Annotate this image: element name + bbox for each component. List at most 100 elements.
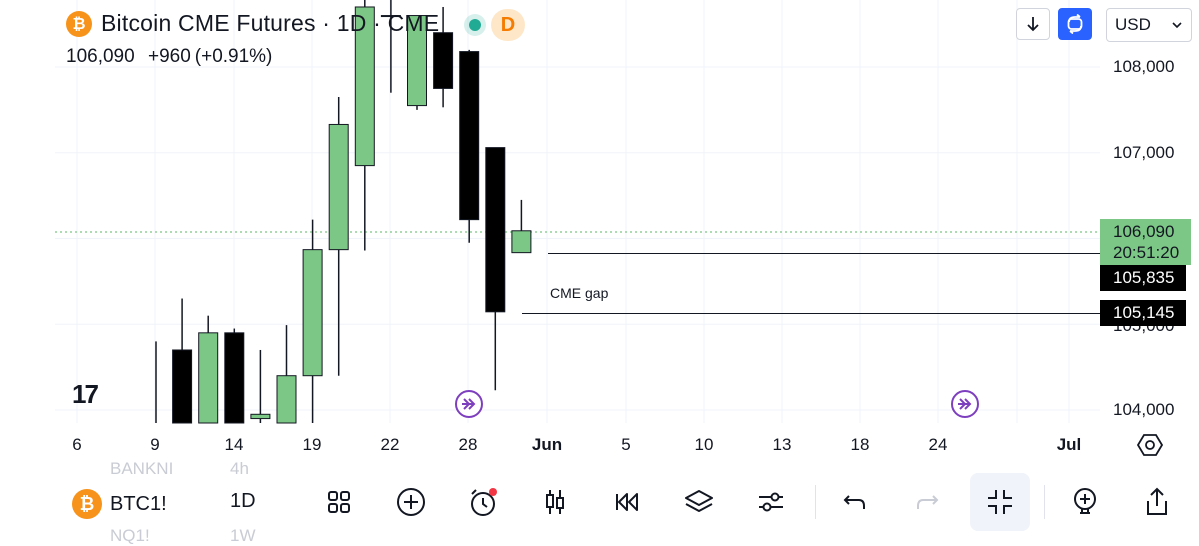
share-button[interactable] <box>1140 485 1174 519</box>
candle-body-up <box>511 230 532 254</box>
delayed-data-badge[interactable]: D <box>491 9 525 41</box>
candle <box>407 15 427 110</box>
candle <box>224 328 245 424</box>
candle <box>459 49 480 243</box>
price-axis-label: 107,000 <box>1113 143 1175 162</box>
candle-body-down <box>224 332 245 424</box>
candle-body-down <box>172 349 193 424</box>
candle-body-up <box>198 332 219 424</box>
time-axis-label: 10 <box>694 435 714 454</box>
replay-button[interactable] <box>610 485 644 519</box>
layout-button[interactable] <box>322 485 356 519</box>
indicators-button[interactable] <box>1068 485 1102 519</box>
sync-icon <box>1067 14 1083 34</box>
gap-bottom-price-tag: 105,145 <box>1100 300 1186 326</box>
candle <box>276 325 297 424</box>
price-change-percent: (+0.91%) <box>194 46 273 67</box>
candle <box>250 349 271 423</box>
bitcoin-logo-icon: ₿ <box>66 10 92 37</box>
price-axis-label: 108,000 <box>1113 57 1175 76</box>
event-marker-icon[interactable] <box>950 389 980 419</box>
time-axis-label: 19 <box>302 435 322 454</box>
candle-body-up <box>250 413 271 420</box>
time-axis-label: 14 <box>224 435 244 454</box>
time-axis-label: 5 <box>621 435 631 454</box>
replay-icon <box>616 493 638 511</box>
indicator-settings-button[interactable] <box>754 485 788 519</box>
layers-button[interactable] <box>682 485 716 519</box>
ghost-watchlist-symbol: NQ1! <box>110 526 150 545</box>
candle <box>485 147 506 391</box>
toolbar-separator <box>1044 485 1045 519</box>
chart-type-button[interactable] <box>538 485 572 519</box>
price-axis-label: 104,000 <box>1113 400 1175 419</box>
candle <box>198 315 219 424</box>
redo-icon <box>917 495 939 509</box>
time-axis-label-month: Jul <box>1056 435 1082 454</box>
symbol-selector[interactable]: ₿ BTC1! <box>72 489 167 519</box>
candle-body-up <box>302 249 323 377</box>
share-icon <box>1147 487 1167 515</box>
time-axis-label: 6 <box>72 435 82 454</box>
add-circle-icon <box>397 488 425 516</box>
ghost-watchlist-interval: 1W <box>230 526 256 545</box>
candle-body-up <box>380 15 401 18</box>
event-marker-icon[interactable] <box>454 389 484 419</box>
candle-body-down <box>485 147 506 313</box>
toolbar-separator <box>815 485 816 519</box>
currency-select[interactable]: USD <box>1106 8 1192 42</box>
ghost-watchlist-interval: 4h <box>230 459 249 478</box>
download-arrow-icon <box>1027 17 1039 32</box>
time-axis-label: 18 <box>850 435 870 454</box>
time-axis-label-month: Jun <box>531 435 563 454</box>
symbol-title[interactable]: Bitcoin CME Futures · 1D · CME <box>101 10 440 36</box>
chart-canvas[interactable] <box>0 0 1199 469</box>
candle <box>354 0 375 251</box>
candle-body-down <box>433 32 454 89</box>
cme-gap-annotation[interactable]: CME gap <box>550 285 609 301</box>
add-indicator-icon <box>1074 488 1096 514</box>
time-axis-label: 13 <box>772 435 792 454</box>
candle <box>155 341 157 423</box>
candle <box>433 6 454 108</box>
candle <box>172 298 193 424</box>
exit-fullscreen-button[interactable] <box>970 473 1030 531</box>
candle-body-up <box>354 6 375 167</box>
time-axis-label: 9 <box>150 435 160 454</box>
candle <box>380 0 401 93</box>
ghost-watchlist-symbol: BANKNI <box>110 459 174 478</box>
sync-button[interactable] <box>1058 8 1092 40</box>
time-axis-label: 28 <box>458 435 478 454</box>
last-price-tag-value: 106,090 <box>1113 222 1175 241</box>
symbol-header[interactable]: ₿ Bitcoin CME Futures · 1D · CME <box>66 10 439 37</box>
interval-selector[interactable]: 1D <box>230 490 256 512</box>
add-symbol-button[interactable] <box>394 485 428 519</box>
exit-fullscreen-icon <box>988 490 1012 514</box>
currency-value: USD <box>1115 15 1151 34</box>
candle <box>511 199 532 254</box>
symbol-ticker: BTC1! <box>110 492 167 515</box>
time-axis-label: 22 <box>380 435 400 454</box>
tradingview-logo: 17 <box>72 379 99 409</box>
chevron-down-icon <box>1172 22 1182 29</box>
alert-clock-icon <box>471 488 497 516</box>
market-open-status-icon <box>469 19 481 31</box>
layers-icon <box>685 490 713 512</box>
candle <box>328 97 349 376</box>
grid-layout-icon <box>328 491 350 513</box>
bar-countdown: 20:51:20 <box>1113 243 1180 262</box>
candle-body-up <box>328 123 349 251</box>
price-change: +960 <box>147 46 191 67</box>
alerts-button[interactable] <box>466 485 500 519</box>
chart-settings-icon[interactable] <box>1137 432 1163 458</box>
candle-body-up <box>276 375 297 424</box>
undo-button[interactable] <box>838 485 872 519</box>
candle <box>302 219 323 423</box>
last-price-tag: 106,090 20:51:20 <box>1100 219 1191 265</box>
download-button[interactable] <box>1016 8 1050 40</box>
redo-button[interactable] <box>910 485 944 519</box>
time-axis-label: 24 <box>928 435 948 454</box>
last-price-value: 106,090 <box>66 46 135 67</box>
settings-sliders-icon <box>759 492 783 512</box>
undo-icon <box>843 495 865 509</box>
